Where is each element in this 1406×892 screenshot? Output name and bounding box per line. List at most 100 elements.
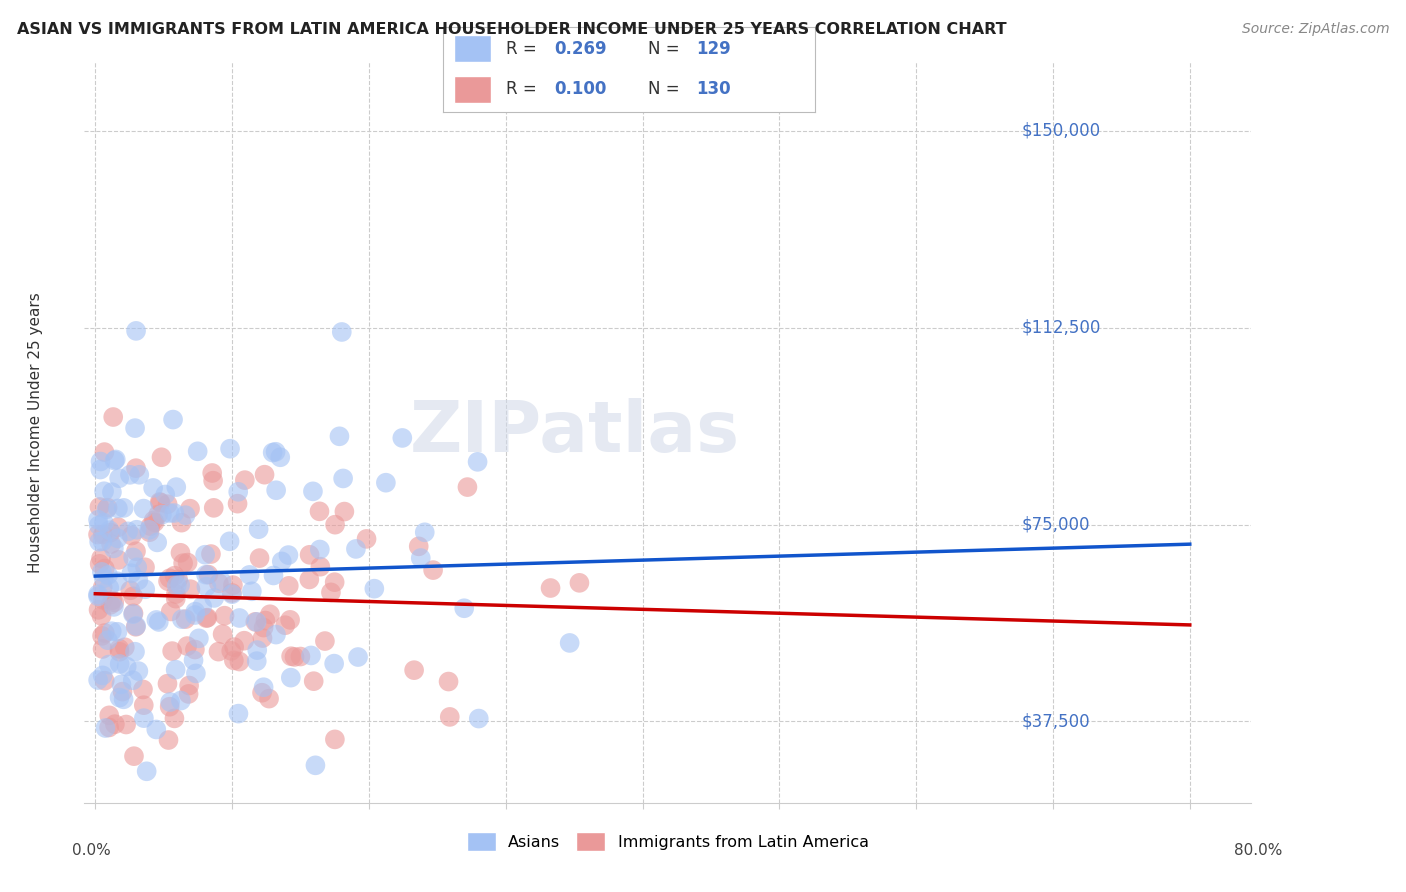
Point bbox=[170, 516, 193, 530]
Point bbox=[170, 612, 193, 626]
Point bbox=[302, 674, 325, 689]
Point bbox=[108, 471, 131, 485]
FancyBboxPatch shape bbox=[454, 76, 491, 103]
Point bbox=[252, 631, 274, 645]
Point bbox=[87, 589, 110, 603]
Point bbox=[145, 613, 167, 627]
Point bbox=[149, 495, 172, 509]
Point bbox=[166, 578, 188, 592]
Point bbox=[319, 585, 342, 599]
Point bbox=[163, 711, 186, 725]
Point bbox=[122, 749, 145, 764]
FancyBboxPatch shape bbox=[454, 36, 491, 62]
Text: Source: ZipAtlas.com: Source: ZipAtlas.com bbox=[1241, 22, 1389, 37]
Point bbox=[280, 671, 302, 685]
Point bbox=[270, 554, 292, 568]
Point bbox=[108, 690, 131, 705]
Point bbox=[246, 654, 269, 668]
Point bbox=[194, 548, 217, 562]
Point bbox=[309, 559, 332, 574]
Point bbox=[195, 580, 218, 594]
Point bbox=[240, 584, 263, 599]
Point bbox=[160, 644, 183, 658]
Point bbox=[157, 574, 180, 589]
Point bbox=[269, 450, 291, 465]
Point bbox=[262, 445, 284, 459]
Point bbox=[142, 481, 165, 495]
Point bbox=[176, 639, 198, 653]
Point bbox=[214, 608, 236, 623]
Point bbox=[347, 650, 370, 665]
Point bbox=[201, 466, 224, 480]
Point bbox=[132, 501, 155, 516]
Point bbox=[195, 567, 218, 582]
Point bbox=[103, 599, 125, 614]
Point bbox=[184, 607, 207, 622]
Point bbox=[233, 633, 256, 648]
Point bbox=[132, 698, 155, 713]
Point bbox=[120, 583, 142, 598]
Text: 80.0%: 80.0% bbox=[1234, 843, 1282, 858]
Point bbox=[124, 421, 146, 435]
Point bbox=[115, 717, 138, 731]
Point bbox=[125, 544, 148, 558]
Point bbox=[323, 657, 346, 671]
Point bbox=[96, 502, 118, 516]
Point bbox=[159, 695, 181, 709]
Point bbox=[87, 518, 110, 533]
Point bbox=[91, 668, 114, 682]
Point bbox=[162, 412, 184, 426]
Point bbox=[91, 534, 114, 549]
Text: $150,000: $150,000 bbox=[1021, 121, 1101, 140]
Point bbox=[125, 620, 148, 634]
Point bbox=[112, 500, 135, 515]
Point bbox=[278, 613, 301, 627]
Point bbox=[87, 673, 110, 687]
Text: R =: R = bbox=[506, 40, 543, 58]
Point bbox=[87, 587, 110, 601]
Point bbox=[308, 504, 330, 518]
Point bbox=[174, 612, 197, 626]
Point bbox=[125, 619, 148, 633]
Point bbox=[221, 587, 243, 601]
Point bbox=[404, 663, 426, 677]
Point bbox=[124, 645, 146, 659]
Point bbox=[187, 444, 209, 458]
Point bbox=[413, 525, 436, 540]
Point bbox=[302, 484, 325, 499]
Point bbox=[117, 524, 139, 539]
Point bbox=[172, 556, 194, 570]
Point bbox=[254, 614, 277, 628]
Point bbox=[391, 431, 413, 445]
Point bbox=[103, 541, 125, 556]
Point bbox=[128, 467, 150, 482]
Point bbox=[101, 485, 124, 500]
Point bbox=[104, 452, 127, 467]
Point bbox=[156, 676, 179, 690]
Point bbox=[264, 483, 287, 498]
Text: ZIPatlas: ZIPatlas bbox=[409, 398, 740, 467]
Point bbox=[333, 505, 356, 519]
Point bbox=[274, 618, 297, 632]
Point bbox=[132, 711, 155, 725]
Point bbox=[238, 568, 260, 582]
Point bbox=[125, 324, 148, 338]
Point bbox=[176, 556, 198, 570]
Point bbox=[98, 721, 121, 735]
Point bbox=[107, 624, 129, 639]
Point bbox=[125, 523, 148, 537]
Point bbox=[103, 410, 125, 425]
Point bbox=[107, 520, 129, 534]
Point bbox=[134, 560, 156, 574]
Point bbox=[111, 684, 134, 698]
Point bbox=[264, 627, 287, 641]
Point bbox=[135, 764, 157, 779]
Text: ASIAN VS IMMIGRANTS FROM LATIN AMERICA HOUSEHOLDER INCOME UNDER 25 YEARS CORRELA: ASIAN VS IMMIGRANTS FROM LATIN AMERICA H… bbox=[17, 22, 1007, 37]
Point bbox=[328, 429, 350, 443]
Point bbox=[165, 480, 187, 494]
Point bbox=[218, 534, 240, 549]
Point bbox=[100, 598, 122, 612]
Point bbox=[103, 595, 125, 609]
Point bbox=[100, 537, 122, 551]
Point bbox=[91, 580, 114, 594]
